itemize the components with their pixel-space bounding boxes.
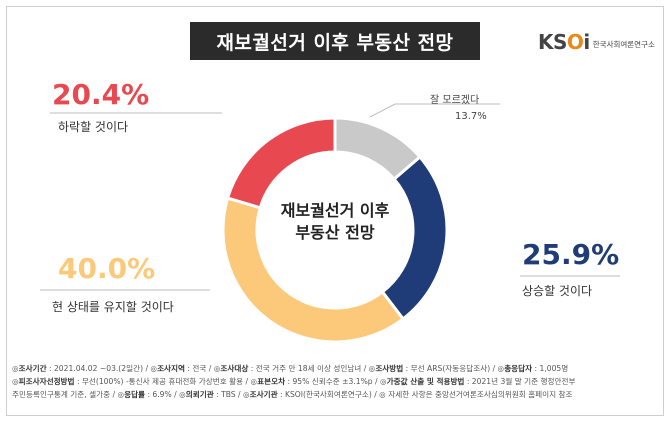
- data-label-hold-pct: 40.0%: [58, 252, 156, 285]
- footnote-row-2: ◎피조사자선정방법 : 무선(100%) -통신사 제공 휴대전화 가상번호 활…: [12, 377, 576, 386]
- footnote-row-3: 주민등록인구통계 기준, 셀가중 / ◎응답률 : 6.9% / ◎의뢰기관 :…: [12, 390, 573, 399]
- chart-title: 재보궐선거 이후 부동산 전망: [190, 22, 480, 60]
- slice-down: [225, 116, 337, 210]
- data-label-up-text: 상승할 것이다: [522, 284, 593, 298]
- slice-hold: [221, 196, 406, 344]
- ksoi-logo: KSOi 한국사회여론연구소: [538, 30, 655, 54]
- logo-mark: KSOi: [538, 30, 590, 54]
- data-label-hold-text: 현 상태를 유지할 것이다: [52, 300, 174, 314]
- chart-frame: [6, 6, 664, 416]
- center-label-line1: 재보궐선거 이후: [280, 201, 390, 220]
- center-label-line2: 부동산 전망: [295, 223, 375, 242]
- logo-subtitle: 한국사회여론연구소: [592, 39, 655, 49]
- data-label-up-pct: 25.9%: [522, 238, 620, 271]
- data-label-down-pct: 20.4%: [52, 78, 150, 111]
- center-label: 재보궐선거 이후 부동산 전망: [245, 200, 425, 244]
- leader-line-unknown: [369, 103, 396, 118]
- survey-footnote: ◎조사기간 : 2021.04.02 ~03.(2일간) / ◎조사지역 : 전…: [12, 362, 658, 401]
- data-label-unknown-text: 잘 모르겠다: [430, 95, 480, 106]
- footnote-row-1: ◎조사기간 : 2021.04.02 ~03.(2일간) / ◎조사지역 : 전…: [12, 364, 569, 373]
- data-label-down-text: 하락할 것이다: [58, 120, 129, 134]
- data-label-unknown-pct: 13.7%: [455, 111, 487, 122]
